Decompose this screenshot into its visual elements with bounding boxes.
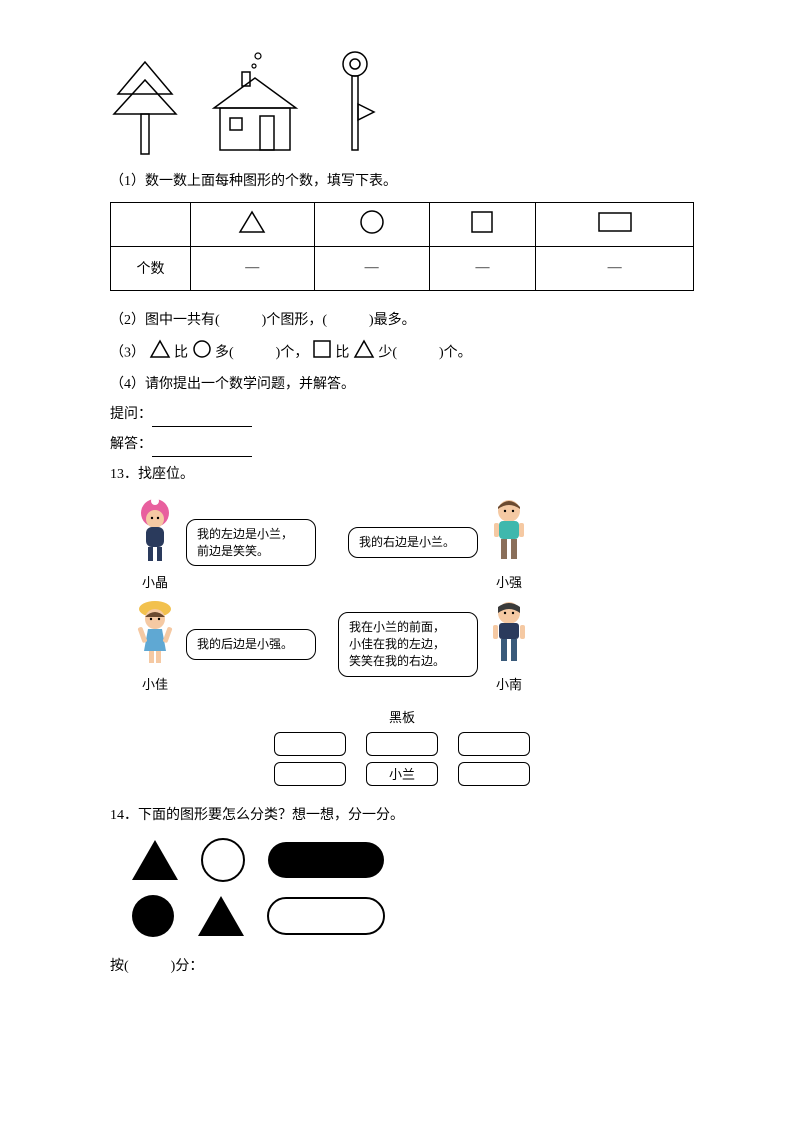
- q3-text: （3） 比 多( )个， 比 少( )个。: [110, 339, 694, 368]
- q4-text: （4）请你提出一个数学问题，并解答。: [110, 373, 694, 397]
- table-blank[interactable]: —: [314, 246, 429, 290]
- char-xiaonan: 小南: [484, 597, 534, 693]
- q13-characters: 小晶 我的左边是小兰，前边是笑笑。 我的右边是小兰。 小强: [110, 495, 694, 693]
- seat-box[interactable]: [274, 732, 346, 756]
- blank-input[interactable]: [152, 413, 252, 427]
- q14-footer: 按( )分：: [110, 955, 694, 979]
- table-blank[interactable]: —: [536, 246, 694, 290]
- q1-instruction: （1）数一数上面每种图形的个数，填写下表。: [110, 170, 694, 194]
- q2-text: （2）图中一共有( )个图形，( )最多。: [110, 309, 694, 333]
- seat-xiaolan: 小兰: [366, 762, 438, 786]
- shape-circle-white: [200, 837, 246, 883]
- seating-chart: 黑板 小兰: [110, 707, 694, 786]
- shape-capsule-black: [266, 840, 386, 880]
- seat-box[interactable]: [458, 762, 530, 786]
- table-header-rect: [536, 202, 694, 246]
- shape-triangle-black: [196, 894, 246, 938]
- bubble-xiaojia: 我的后边是小强。: [186, 629, 316, 660]
- blackboard-label: 黑板: [110, 707, 694, 726]
- table-blank[interactable]: —: [429, 246, 536, 290]
- table-header-circle: [314, 202, 429, 246]
- q13-title: 13．找座位。: [110, 463, 694, 487]
- table-blank[interactable]: —: [191, 246, 315, 290]
- q14-shapes: [110, 837, 694, 939]
- shape-count-table: 个数 — — — —: [110, 202, 694, 291]
- q4-prompt: 提问：: [110, 403, 694, 427]
- triangle-icon: [353, 339, 375, 368]
- q14-title: 14．下面的图形要怎么分类？想一想，分一分。: [110, 804, 694, 828]
- bubble-xiaojing: 我的左边是小兰，前边是笑笑。: [186, 519, 316, 567]
- q4-answer: 解答：: [110, 433, 694, 457]
- seat-box[interactable]: [274, 762, 346, 786]
- table-header-square: [429, 202, 536, 246]
- table-row-label: 个数: [111, 246, 191, 290]
- seat-box[interactable]: [458, 732, 530, 756]
- char-xiaojing: 小晶: [130, 495, 180, 591]
- table-header-triangle: [191, 202, 315, 246]
- table-header-empty: [111, 202, 191, 246]
- top-drawings: [110, 50, 694, 160]
- drawing-flower: [330, 50, 380, 160]
- char-xiaoqiang: 小强: [484, 495, 534, 591]
- bubble-xiaonan: 我在小兰的前面，小佳在我的左边，笑笑在我的右边。: [338, 612, 478, 676]
- char-xiaojia: 小佳: [130, 597, 180, 693]
- shape-circle-black: [130, 893, 176, 939]
- bubble-xiaoqiang: 我的右边是小兰。: [348, 527, 478, 558]
- blank-input[interactable]: [152, 443, 252, 457]
- drawing-tree: [110, 60, 180, 160]
- shape-triangle-black: [130, 838, 180, 882]
- drawing-house: [200, 50, 310, 160]
- square-icon: [312, 339, 332, 368]
- seat-box[interactable]: [366, 732, 438, 756]
- shape-capsule-white: [266, 896, 386, 936]
- circle-icon: [192, 339, 212, 368]
- triangle-icon: [149, 339, 171, 368]
